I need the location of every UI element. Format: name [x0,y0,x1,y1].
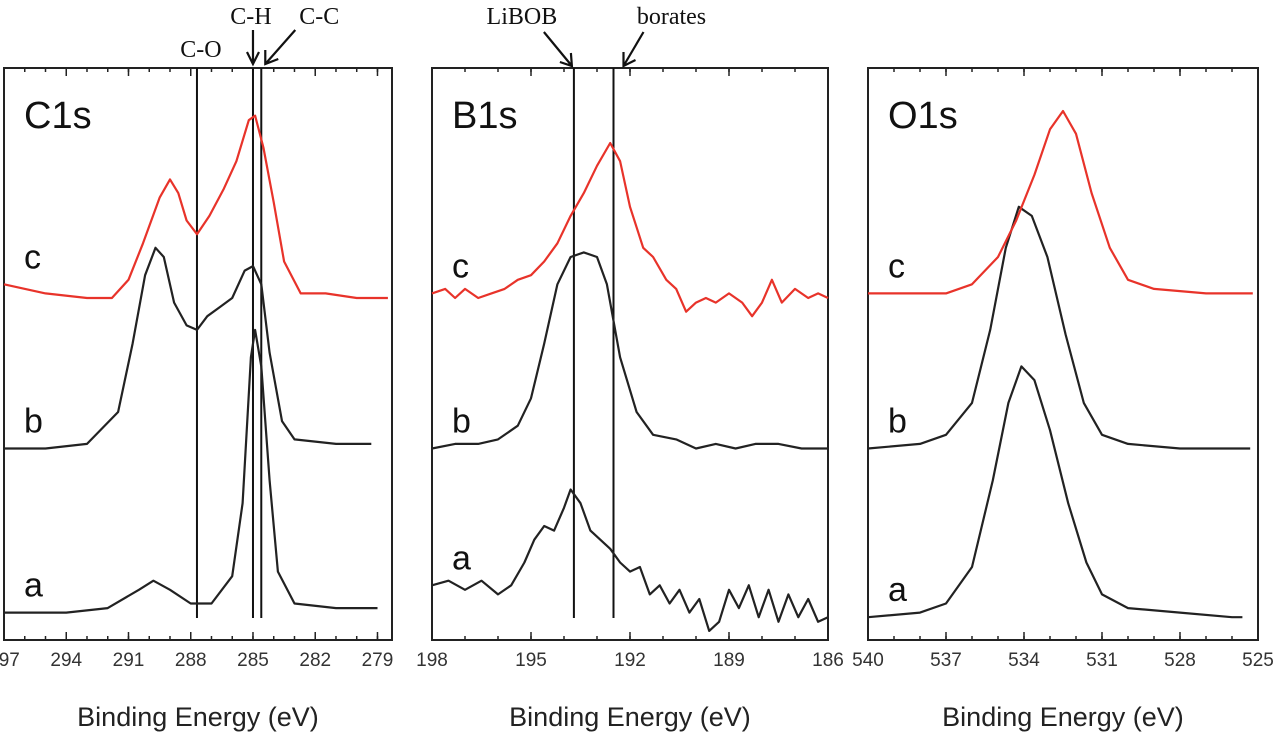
panel-b1s: 198 195 192 189 186 Binding Energy (eV) B1s a b c [416,67,844,732]
x-tick-label: 525 [1242,650,1274,671]
series-label-a: a [452,539,471,577]
arrow-libob [543,31,574,68]
spectrum-curve-b [4,246,372,450]
x-tick-label: 528 [1164,650,1196,671]
panel-frame [3,67,393,641]
x-axis-label: Binding Energy (eV) [942,702,1184,732]
spectrum-curve-c [431,141,829,318]
x-tick-label: 192 [614,650,646,671]
spectrum-curve-a [4,328,378,614]
panel-frame [867,67,1259,641]
x-tick-label: 186 [812,650,844,671]
x-axis-label: Binding Energy (eV) [77,702,319,732]
series-label-b: b [24,402,43,440]
x-tick-label: 294 [50,650,82,671]
spectrum-curve-b [867,205,1251,450]
x-tick-label: 537 [930,650,962,671]
arrow-borates [622,31,645,68]
spectrum-curve-c [868,109,1253,295]
x-tick-label: 540 [852,650,884,671]
x-tick-label: 531 [1086,650,1118,671]
series-label-a: a [888,571,907,609]
series-label-b: b [888,402,907,440]
spectrum-curve-a [867,365,1243,619]
annotation-libob: LiBOB [487,4,558,30]
x-tick-label: 282 [299,650,331,671]
x-tick-label: 288 [175,650,207,671]
arrow-c-c [264,29,297,66]
panel-c1s: 297 294 291 288 285 282 279 Binding Energy (eV)… [0,67,394,732]
arrow-c-h [246,30,260,67]
x-tick-label: 189 [713,650,745,671]
x-axis-label: Binding Energy (eV) [509,702,751,732]
x-tick-label: 279 [362,650,394,671]
panel-label: C1s [24,95,92,137]
series-label-c: c [888,247,905,285]
x-tick-label: 198 [416,650,448,671]
spectrum-curve-c [3,114,388,300]
series-label-b: b [452,402,471,440]
spectrum-curve-a [431,488,829,632]
x-tick-label: 297 [0,650,20,671]
annotation-c-h: C-H [230,4,271,30]
series-label-c: c [452,247,469,285]
spectrum-curve-b [431,251,828,450]
panel-frame [431,67,829,641]
series-label-c: c [24,238,41,276]
panel-label: O1s [888,95,958,137]
annotation-borates: borates [637,4,706,30]
annotation-c-c: C-C [299,4,339,30]
panel-o1s: 540 537 534 531 528 525 Binding Energy (eV) O1s… [852,67,1274,732]
annotation-c-o: C-O [180,37,221,63]
series-label-a: a [24,567,43,605]
panel-label: B1s [452,95,517,137]
x-tick-label: 285 [237,650,269,671]
x-tick-label: 195 [515,650,547,671]
x-tick-label: 291 [113,650,145,671]
x-tick-label: 534 [1008,650,1040,671]
